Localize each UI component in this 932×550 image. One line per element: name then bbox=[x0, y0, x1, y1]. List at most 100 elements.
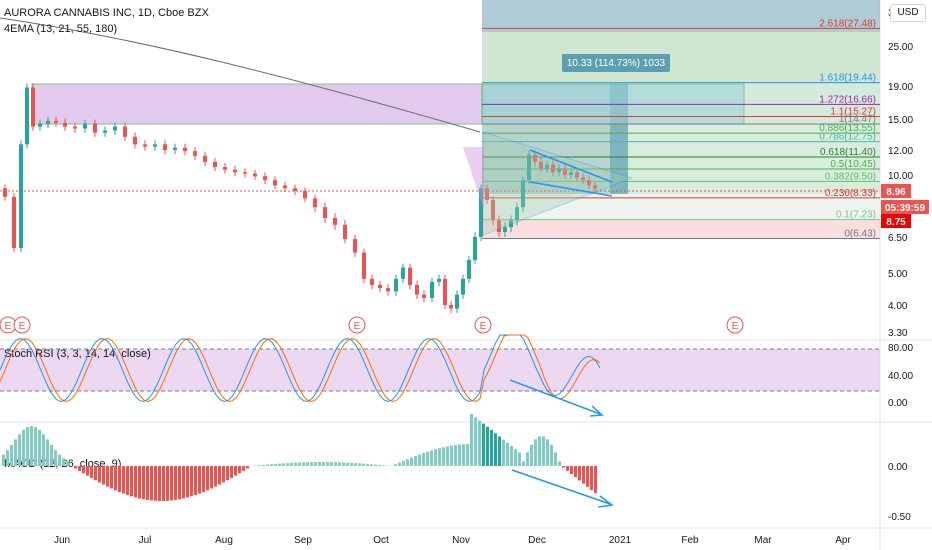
macd-bar bbox=[398, 462, 401, 466]
macd-bar bbox=[54, 450, 57, 466]
macd-bar bbox=[62, 458, 65, 466]
macd-bar bbox=[74, 466, 77, 469]
candle-body bbox=[593, 185, 597, 189]
candle-body bbox=[243, 172, 247, 174]
fib-level-label: 0.886(13.55) bbox=[819, 123, 876, 134]
candle-body bbox=[46, 120, 50, 124]
candle-body bbox=[133, 136, 137, 145]
low-price-value: 8.75 bbox=[886, 217, 906, 228]
macd-bar bbox=[214, 466, 217, 487]
candle-body bbox=[283, 185, 287, 189]
macd-bar bbox=[370, 464, 373, 466]
stoch-tick-label: 80.00 bbox=[888, 343, 913, 354]
macd-bar bbox=[578, 466, 581, 481]
macd-bar bbox=[178, 466, 181, 500]
fib-level-label: 1.618(19.44) bbox=[819, 73, 876, 84]
candle-body bbox=[213, 161, 217, 168]
macd-bar bbox=[174, 466, 177, 500]
macd-bar bbox=[42, 434, 45, 466]
resistance-box bbox=[31, 83, 483, 125]
macd-bar bbox=[82, 466, 85, 474]
macd-bar bbox=[186, 466, 189, 498]
candle-body bbox=[123, 126, 127, 137]
time-tick-label: Dec bbox=[528, 535, 546, 546]
candle-body bbox=[273, 180, 277, 186]
earnings-marker[interactable] bbox=[474, 316, 492, 334]
macd-bar bbox=[502, 439, 505, 466]
macd-bar bbox=[154, 466, 157, 501]
candle-body bbox=[467, 259, 471, 279]
purple-wedge bbox=[463, 147, 484, 210]
candle-body bbox=[386, 288, 390, 292]
earnings-marker-label: E bbox=[732, 321, 739, 332]
candle-body bbox=[203, 155, 207, 162]
candle-body bbox=[103, 130, 107, 133]
macd-bar bbox=[50, 444, 53, 466]
stop-zone bbox=[482, 220, 880, 238]
macd-bar bbox=[530, 444, 533, 466]
price-tick-label: 19.00 bbox=[888, 82, 913, 93]
earnings-marker[interactable] bbox=[13, 316, 31, 334]
fib-level-label: 2.618(27.48) bbox=[819, 18, 876, 29]
earnings-marker[interactable] bbox=[726, 316, 744, 334]
candle-body bbox=[575, 172, 579, 178]
candle-body bbox=[173, 147, 177, 150]
macd-bar bbox=[442, 447, 445, 466]
macd-bar bbox=[38, 429, 41, 466]
macd-bar bbox=[490, 430, 493, 466]
earnings-marker-label: E bbox=[354, 321, 361, 332]
time-tick-label: Mar bbox=[754, 535, 772, 546]
macd-bar bbox=[150, 466, 153, 501]
macd-divergence-arrow bbox=[511, 469, 614, 508]
candle-body bbox=[569, 172, 573, 175]
candle-body bbox=[183, 147, 187, 152]
candle-body bbox=[497, 220, 501, 233]
macd-bar bbox=[102, 466, 105, 485]
currency-button[interactable]: USD bbox=[890, 4, 926, 22]
candle-body bbox=[422, 294, 426, 299]
wedge-lines bbox=[529, 149, 613, 197]
macd-bar bbox=[514, 449, 517, 466]
candle-body bbox=[551, 164, 555, 173]
chart-title: AURORA CANNABIS INC, 1D, Cboe BZX bbox=[4, 7, 209, 19]
fib-level-label: 1.272(16.66) bbox=[819, 94, 876, 105]
triangle-pattern bbox=[482, 131, 634, 236]
macd-bar bbox=[282, 463, 285, 466]
candle-body bbox=[303, 191, 307, 199]
macd-bar bbox=[190, 466, 193, 497]
candle-body bbox=[455, 294, 459, 309]
macd-bar bbox=[550, 444, 553, 466]
macd-tick-label: 0.00 bbox=[888, 462, 908, 473]
macd-bar bbox=[350, 462, 353, 466]
macd-bar bbox=[354, 463, 357, 466]
macd-bar bbox=[78, 466, 81, 471]
macd-bar bbox=[346, 462, 349, 466]
candle-body bbox=[73, 126, 77, 129]
macd-bar bbox=[166, 466, 169, 501]
candle-body bbox=[437, 278, 441, 282]
candle-body bbox=[473, 237, 477, 260]
macd-bar bbox=[114, 466, 117, 491]
fib-level-label: 1(14.47) bbox=[839, 114, 876, 125]
macd-bar bbox=[210, 466, 213, 489]
macd-bar bbox=[278, 463, 281, 466]
time-tick-label: Oct bbox=[373, 535, 389, 546]
macd-bar bbox=[90, 466, 93, 478]
earnings-marker[interactable] bbox=[348, 316, 366, 334]
candle-body bbox=[443, 278, 447, 305]
stoch-band bbox=[0, 349, 880, 391]
time-tick-label: Nov bbox=[452, 535, 470, 546]
low-price-tag bbox=[881, 214, 911, 228]
macd-bar bbox=[318, 462, 321, 466]
macd-bar bbox=[274, 463, 277, 466]
ema-180-line bbox=[0, 17, 481, 133]
macd-bar bbox=[486, 426, 489, 466]
macd-bar bbox=[198, 466, 201, 494]
price-tick-label: 25.00 bbox=[888, 42, 913, 53]
macd-bar bbox=[590, 466, 593, 490]
macd-bar bbox=[118, 466, 121, 493]
macd-bar bbox=[498, 436, 501, 466]
macd-bar bbox=[238, 466, 241, 474]
measure-label: 10.33 (114.73%) 1033 bbox=[567, 58, 666, 69]
